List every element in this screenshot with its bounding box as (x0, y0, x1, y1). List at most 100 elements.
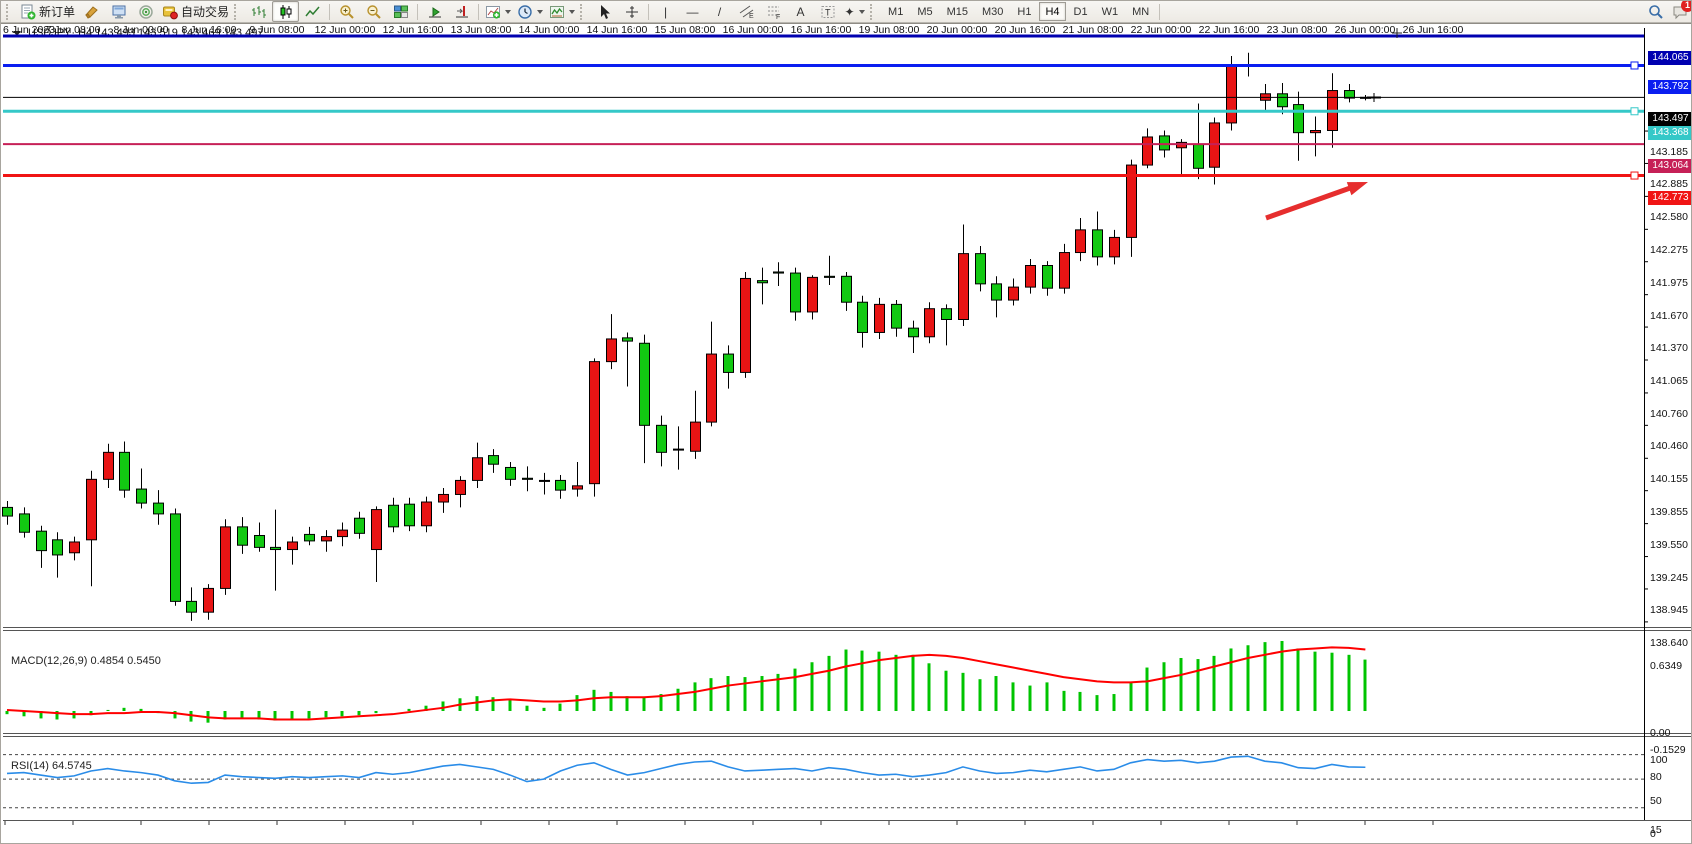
candle[interactable] (119, 451, 130, 491)
candle[interactable] (941, 308, 952, 321)
candle[interactable] (706, 353, 717, 423)
candle[interactable] (69, 541, 80, 554)
candle[interactable] (220, 526, 231, 589)
candle[interactable] (170, 513, 181, 602)
candle[interactable] (1226, 65, 1237, 124)
candle[interactable] (622, 337, 633, 342)
candle[interactable] (908, 327, 919, 338)
candle[interactable] (136, 488, 147, 504)
hline-tool-button[interactable]: — (679, 1, 706, 22)
candle[interactable] (337, 529, 348, 538)
candle[interactable] (1193, 144, 1204, 169)
candle[interactable] (606, 338, 617, 363)
candle[interactable] (924, 308, 935, 338)
candle[interactable] (656, 424, 667, 453)
timeframe-m30[interactable]: M30 (982, 5, 1004, 18)
candle[interactable] (86, 478, 97, 541)
line-chart-button[interactable] (299, 1, 326, 22)
candle[interactable] (1059, 252, 1070, 289)
label-tool-button[interactable]: T (814, 1, 841, 22)
fibonacci-tool-button[interactable]: F (760, 1, 787, 22)
candle[interactable] (472, 457, 483, 481)
candle[interactable] (975, 253, 986, 285)
indicators-button[interactable] (482, 1, 514, 22)
timeframe-d1[interactable]: D1 (1073, 5, 1088, 18)
notifications-button[interactable]: 1 (1672, 1, 1691, 20)
candle[interactable] (19, 513, 30, 533)
candle[interactable] (1025, 265, 1036, 288)
candle[interactable] (1293, 104, 1304, 134)
candle[interactable] (1277, 93, 1288, 108)
candle[interactable] (488, 455, 499, 465)
candle[interactable] (438, 493, 449, 503)
timeframe-h4[interactable]: H4 (1039, 2, 1066, 21)
line-handle[interactable] (1630, 107, 1639, 116)
trendline-tool-button[interactable]: / (706, 1, 733, 22)
candle[interactable] (103, 451, 114, 480)
timeframe-m5[interactable]: M5 (917, 5, 933, 18)
timeframe-m1[interactable]: M1 (888, 5, 904, 18)
market-depth-button[interactable] (78, 1, 105, 22)
candle[interactable] (639, 342, 650, 426)
candle[interactable] (958, 253, 969, 320)
autotrading-button[interactable]: 自动交易 (159, 1, 232, 22)
candle[interactable] (539, 479, 550, 482)
new-order-button[interactable]: 新订单 (17, 1, 78, 22)
candle[interactable] (572, 485, 583, 490)
candle[interactable] (203, 587, 214, 613)
candle-chart-button[interactable] (272, 1, 300, 22)
candle[interactable] (388, 504, 399, 528)
candle[interactable] (522, 477, 533, 480)
vline-tool-button[interactable]: | (652, 1, 679, 22)
candle[interactable] (690, 421, 701, 452)
timeframe-h1[interactable]: H1 (1017, 5, 1032, 18)
cursor-button[interactable] (591, 1, 618, 22)
candle[interactable] (1310, 130, 1321, 134)
candle[interactable] (807, 276, 818, 313)
timeframe-mn[interactable]: MN (1132, 5, 1150, 18)
candle[interactable] (1126, 164, 1137, 238)
candle[interactable] (186, 600, 197, 613)
tile-windows-button[interactable] (387, 1, 414, 22)
candle[interactable] (991, 283, 1002, 301)
candle[interactable] (254, 535, 265, 548)
zoom-in-button[interactable] (333, 1, 360, 22)
crosshair-button[interactable] (618, 1, 645, 22)
candle[interactable] (371, 509, 382, 551)
candle[interactable] (36, 530, 47, 552)
search-icon[interactable] (1648, 4, 1664, 20)
line-handle[interactable] (1630, 61, 1639, 70)
candle[interactable] (1075, 229, 1086, 254)
candle[interactable] (555, 479, 566, 491)
candle[interactable] (52, 539, 63, 556)
chart-canvas[interactable] (1, 24, 1692, 844)
line-handle[interactable] (1630, 171, 1639, 180)
trend-arrow[interactable] (1265, 184, 1354, 221)
candle[interactable] (1344, 90, 1355, 99)
candle[interactable] (1159, 135, 1170, 151)
candle[interactable] (589, 361, 600, 485)
candle[interactable] (287, 541, 298, 551)
chart-shift-button[interactable] (448, 1, 475, 22)
candle[interactable] (237, 526, 248, 546)
candle[interactable] (2, 506, 13, 517)
candle[interactable] (1008, 286, 1019, 301)
candle[interactable] (740, 277, 751, 373)
candle[interactable] (673, 448, 684, 451)
candle[interactable] (1042, 265, 1053, 289)
candle[interactable] (1109, 236, 1120, 258)
bar-chart-button[interactable] (245, 1, 272, 22)
timeframe-w1[interactable]: W1 (1101, 5, 1119, 18)
candle[interactable] (790, 272, 801, 313)
candle[interactable] (824, 275, 835, 278)
candle[interactable] (1142, 136, 1153, 166)
candle[interactable] (321, 536, 332, 542)
candle[interactable] (857, 301, 868, 333)
candle[interactable] (874, 303, 885, 333)
timeframe-m15[interactable]: M15 (946, 5, 968, 18)
trend-arrow-head[interactable] (1346, 182, 1368, 196)
periods-button[interactable] (514, 1, 546, 22)
candle[interactable] (404, 503, 415, 527)
templates-button[interactable] (546, 1, 578, 22)
zoom-out-button[interactable] (360, 1, 387, 22)
